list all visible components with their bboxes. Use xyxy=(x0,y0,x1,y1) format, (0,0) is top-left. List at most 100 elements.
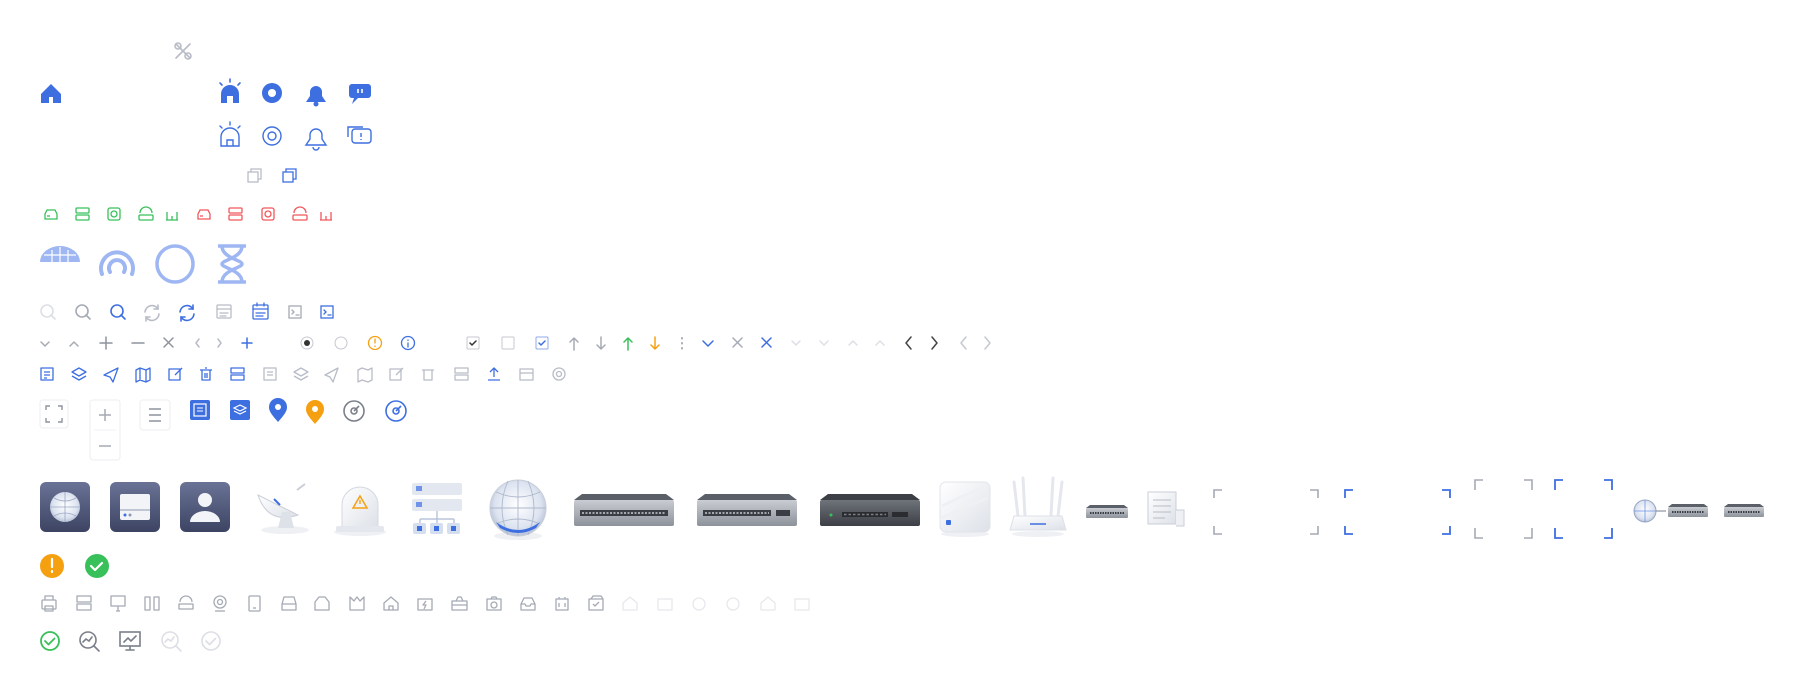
printer-icon xyxy=(41,595,57,612)
close-blue-icon xyxy=(761,337,772,348)
report-tile-icon xyxy=(190,400,210,420)
ceiling-ap-icon xyxy=(939,481,991,537)
server-rack-icon xyxy=(412,483,462,534)
bell-filled-icon xyxy=(306,86,326,107)
faded-1-icon xyxy=(622,596,638,611)
info-circle-icon xyxy=(400,335,416,351)
zoom-control[interactable] xyxy=(89,399,121,461)
layers-gray-icon xyxy=(293,367,309,381)
send-blue-icon xyxy=(103,367,119,383)
map-gray-icon xyxy=(357,367,373,383)
menu-icon[interactable] xyxy=(139,399,171,431)
arrow-up-gray-icon xyxy=(569,337,579,351)
fullscreen-icon[interactable] xyxy=(39,399,69,429)
switch-24port-icon xyxy=(574,494,674,526)
tools-icon xyxy=(174,42,192,60)
chevron-left-icon xyxy=(195,338,200,348)
nas-icon xyxy=(281,596,297,611)
chevron-up-icon xyxy=(69,341,79,347)
monitor-icon xyxy=(110,595,126,612)
corner-frame-gray-icon xyxy=(1213,489,1319,535)
wifi-router-icon xyxy=(1009,476,1067,537)
settings-filled-icon xyxy=(262,83,282,103)
webcam-icon xyxy=(213,595,227,612)
bag-icon xyxy=(349,596,365,611)
chevron-right-faint-icon xyxy=(984,336,991,350)
warning-circle-icon xyxy=(367,335,383,351)
chevron-up-faint-2-icon xyxy=(875,340,885,346)
gauge-blue-icon xyxy=(385,400,407,422)
camera-box-icon xyxy=(486,596,502,611)
calendar-blue-icon xyxy=(252,302,269,320)
bell-outline-icon xyxy=(304,128,328,151)
power-box-icon xyxy=(417,598,433,611)
checkbox-checked-blue-icon xyxy=(535,336,549,350)
upload-blue-icon xyxy=(488,367,500,381)
zoom-in-icon xyxy=(99,409,111,421)
chevron-up-faint-icon xyxy=(848,340,858,346)
hourglass-icon xyxy=(218,244,246,284)
terminal-gray-icon xyxy=(288,305,302,319)
chevron-left-faint-icon xyxy=(960,336,967,350)
device-red-icon xyxy=(197,209,211,220)
layers-blue-icon xyxy=(71,367,87,381)
report-gray-icon xyxy=(263,367,277,381)
settings-outline-icon xyxy=(262,126,282,146)
arrow-down-orange-icon xyxy=(650,336,660,350)
refresh-gray-icon xyxy=(144,304,160,322)
rack-icon xyxy=(76,595,92,611)
mini-switch-icon xyxy=(1086,505,1128,518)
tray-icon xyxy=(520,597,536,611)
server-green-icon xyxy=(75,207,90,221)
battery-box-icon xyxy=(555,597,569,611)
spinner-ring-icon xyxy=(155,244,195,284)
spinner-arc-icon xyxy=(99,250,135,276)
checkbox-checked-dark-icon xyxy=(466,336,480,350)
gauge-gray-icon xyxy=(343,400,365,422)
delete-blue-icon xyxy=(200,367,212,381)
server-blue-icon xyxy=(230,367,245,381)
alarm-outline-icon xyxy=(219,121,241,147)
alert-orange-icon xyxy=(40,554,64,578)
checkbox-empty-icon xyxy=(501,336,515,350)
user-tile-icon xyxy=(180,482,230,532)
check-circle-green-icon xyxy=(40,631,60,651)
home-filled-icon xyxy=(41,84,61,103)
report-blue-icon xyxy=(40,367,54,381)
radio-checked-icon xyxy=(300,336,314,350)
search-blue-icon xyxy=(110,304,126,320)
switch-16port-icon xyxy=(697,494,797,526)
location-pin-blue-icon xyxy=(269,398,287,422)
location-pin-orange-icon xyxy=(306,400,324,424)
satellite-dish-icon xyxy=(257,483,309,534)
camera-green-icon xyxy=(107,207,121,221)
tablet-icon xyxy=(248,595,261,612)
restore-window-icon xyxy=(247,168,262,183)
alarm-filled-icon xyxy=(219,78,241,103)
faded-3-icon xyxy=(692,597,706,611)
check-circle-faint-icon xyxy=(201,631,221,651)
map-blue-icon xyxy=(135,367,151,383)
faded-5-icon xyxy=(760,596,776,611)
message-outline-icon xyxy=(347,126,372,144)
check-green-icon xyxy=(85,554,109,578)
faded-4-icon xyxy=(726,597,740,611)
faded-6-icon xyxy=(794,598,810,611)
plus-blue-icon xyxy=(241,337,253,349)
ap-red-icon xyxy=(320,212,332,221)
dome-icon xyxy=(40,246,80,262)
copy-window-icon xyxy=(282,168,297,183)
message-filled-icon xyxy=(349,84,371,104)
chevron-down-faint-icon xyxy=(791,340,801,346)
search-trend-icon xyxy=(79,631,100,652)
globe-switch-link-icon xyxy=(1633,499,1708,523)
router-green-icon xyxy=(138,206,154,221)
corner-frame-blue-icon xyxy=(1344,489,1451,535)
camera-red-icon xyxy=(261,207,275,221)
calendar-small-gray-icon xyxy=(519,368,534,381)
server-gray-icon xyxy=(454,367,469,381)
router-outline-icon xyxy=(178,595,194,610)
close-icon xyxy=(163,337,174,348)
chevron-left-dark-icon xyxy=(905,336,912,350)
